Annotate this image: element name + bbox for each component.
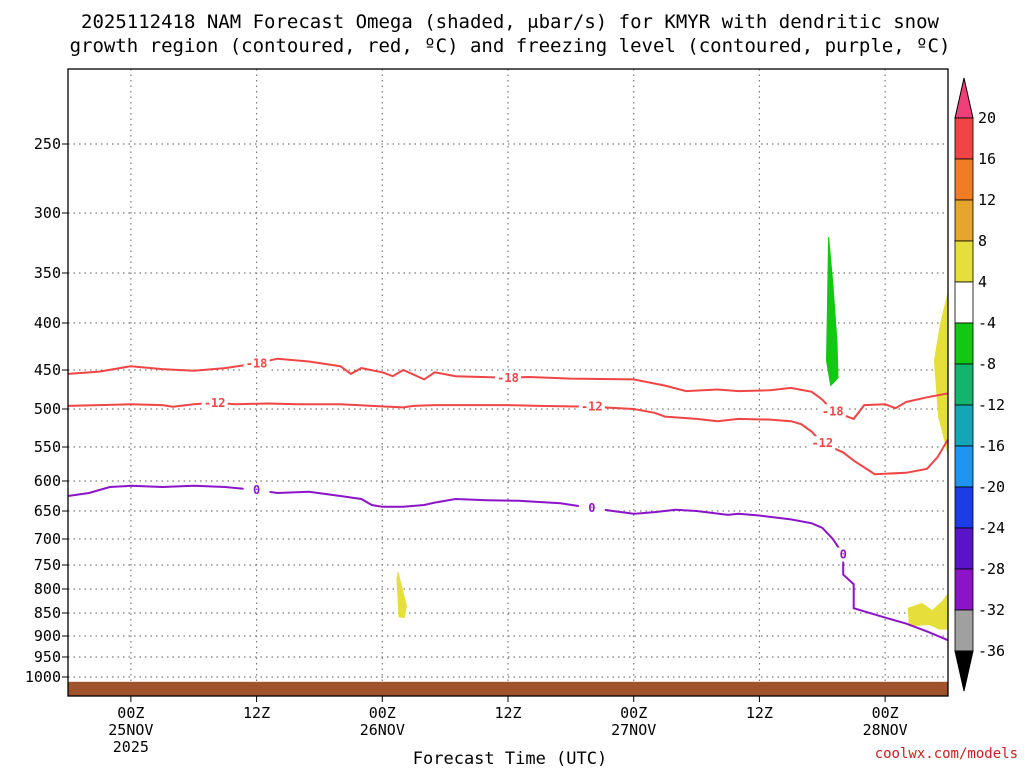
contour-label--12C-1: -12 (581, 400, 603, 414)
contour-label--18C-0: -18 (246, 356, 268, 370)
terrain-surface (68, 681, 948, 696)
chart-title-line2: growth region (contoured, red, ºC) and f… (70, 35, 951, 57)
contour-label--12C-0: -12 (204, 396, 226, 410)
contour-label-bg-0C-1 (578, 501, 605, 515)
omega-shaded-regions (396, 236, 949, 630)
x-tick-label-18-1: 12Z (243, 704, 270, 722)
y-tick-label-250: 250 (34, 135, 61, 153)
y-tick-label-1000: 1000 (25, 668, 61, 686)
y-tick-label-300: 300 (34, 204, 61, 222)
terrain-fill (68, 681, 948, 696)
x-tick-label-30-2: 26NOV (360, 721, 405, 739)
contour-label--12C-2: -12 (811, 436, 833, 450)
colorbar-segment-7 (954, 404, 974, 447)
colorbar-label-7: -12 (978, 396, 1005, 414)
y-tick-label-550: 550 (34, 438, 61, 456)
x-tick-label-66-1: 12Z (746, 704, 773, 722)
y-axis-ticks: 250 300 350 400 450 500 550 600 650 700 750 800 850 9… (25, 135, 68, 686)
y-tick-label-400: 400 (34, 314, 61, 332)
colorbar-segment-2 (954, 199, 974, 242)
colorbar-segment-3 (954, 240, 974, 283)
colorbar-label-9: -20 (978, 478, 1005, 496)
colorbar-segment-10 (954, 527, 974, 570)
colorbar-segment-1 (954, 158, 974, 201)
colorbar-label-0: 20 (978, 109, 996, 127)
y-tick-label-900: 900 (34, 627, 61, 645)
contour-label-bg--12C-2 (809, 436, 836, 451)
y-tick-label-850: 850 (34, 604, 61, 622)
colorbar-label-13: -36 (978, 642, 1005, 660)
colorbar-label-4: 4 (978, 273, 987, 291)
colorbar-segment-12 (954, 609, 974, 652)
colorbar-label-1: 16 (978, 150, 996, 168)
x-tick-label-54-2: 27NOV (611, 721, 656, 739)
contour-label-bg-0C-2 (830, 547, 857, 562)
colorbar-label-6: -8 (978, 355, 996, 373)
chart-title-line1: 2025112418 NAM Forecast Omega (shaded, μ… (81, 11, 939, 33)
y-tick-label-500: 500 (34, 400, 61, 418)
colorbar-segment-8 (954, 445, 974, 488)
contour-label-0C-2: 0 (840, 548, 847, 562)
y-tick-label-600: 600 (34, 472, 61, 490)
colorbar-label-10: -24 (978, 519, 1005, 537)
x-tick-label-30-1: 00Z (369, 704, 396, 722)
colorbar-bottom-arrow (954, 650, 974, 692)
colorbar-label-5: -4 (978, 314, 996, 332)
contour-label--18C-2: -18 (822, 404, 844, 418)
colorbar-segment-9 (954, 486, 974, 529)
y-tick-label-800: 800 (34, 580, 61, 598)
x-tick-label-6-2: 25NOV (108, 721, 153, 739)
contour-label-0C-0: 0 (253, 483, 260, 497)
omega-region-upper-green-cell (825, 236, 839, 387)
contour-label--18C-1: -18 (497, 371, 519, 385)
contour-label-bg--12C-1 (578, 399, 605, 414)
contour-lines: -18 -18 -18 -12 -12 -12 0 0 0 (67, 356, 949, 642)
colorbar-top-arrow (954, 77, 974, 119)
contour-label-bg--18C-1 (495, 370, 521, 385)
x-tick-label-42-1: 12Z (494, 704, 521, 722)
colorbar-segment-4 (954, 281, 974, 324)
y-tick-label-950: 950 (34, 648, 61, 666)
colorbar-label-12: -32 (978, 601, 1005, 619)
colorbar-segment-11 (954, 568, 974, 611)
y-tick-label-700: 700 (34, 530, 61, 548)
x-tick-label-6-3: 2025 (113, 738, 149, 756)
grid-lines (68, 69, 948, 696)
credit-text: coolwx.com/models (875, 746, 1018, 762)
contour-0C (67, 484, 949, 642)
colorbar-label-3: 8 (978, 232, 987, 250)
omega-region-right-yellow-cell-lower (907, 592, 949, 630)
colorbar-label-8: -16 (978, 437, 1005, 455)
x-tick-label-54-1: 00Z (620, 704, 647, 722)
y-tick-label-450: 450 (34, 361, 61, 379)
colorbar-label-2: 12 (978, 191, 996, 209)
contour-label-bg--18C-0 (243, 356, 270, 371)
colorbar-label-11: -28 (978, 560, 1005, 578)
x-axis-label: Forecast Time (UTC) (413, 749, 607, 768)
contour-label-bg--18C-2 (819, 404, 846, 419)
x-tick-label-78-2: 28NOV (863, 721, 908, 739)
colorbar-segment-0 (954, 117, 974, 160)
omega-region-lower-yellow-cell-26nov (396, 572, 407, 619)
contour-label-0C-1: 0 (588, 501, 595, 515)
omega-region-right-yellow-cell-upper (933, 292, 949, 454)
x-tick-label-78-1: 00Z (872, 704, 899, 722)
contour-label-bg-0C-0 (243, 483, 270, 497)
colorbar-segment-6 (954, 363, 974, 406)
colorbar: 20 16 12 8 4 -4 -8 -12 -16 -20 -24 -28 -32 -36 (954, 77, 1005, 692)
y-tick-label-650: 650 (34, 502, 61, 520)
y-tick-label-750: 750 (34, 556, 61, 574)
x-tick-label-6-1: 00Z (117, 704, 144, 722)
contour-label-bg--12C-0 (201, 395, 228, 410)
colorbar-segment-5 (954, 322, 974, 365)
y-tick-label-350: 350 (34, 264, 61, 282)
